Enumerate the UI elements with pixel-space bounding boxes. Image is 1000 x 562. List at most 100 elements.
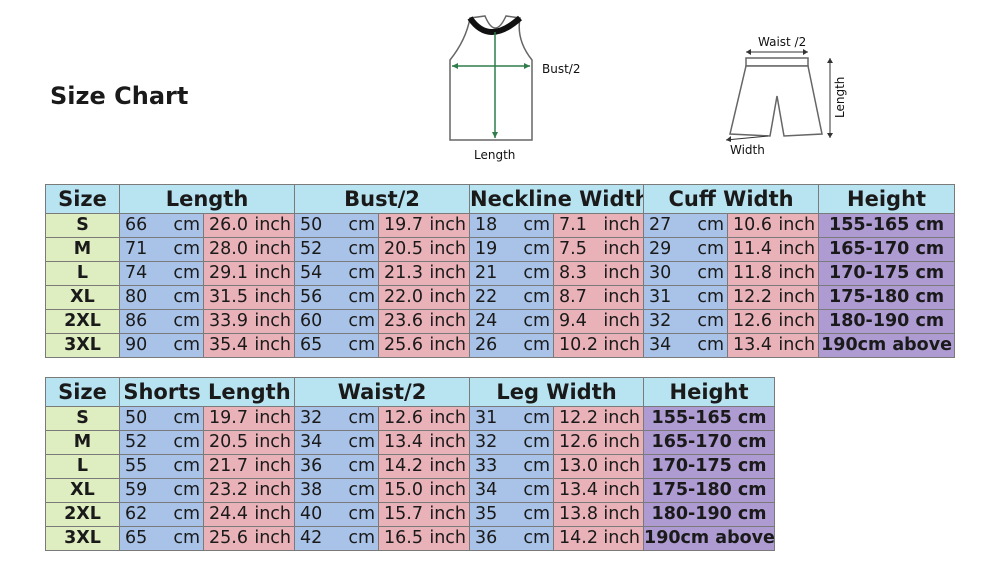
- cell-value: 8.3: [559, 263, 587, 283]
- bust-label: Bust/2: [542, 62, 580, 76]
- page-title: Size Chart: [50, 82, 189, 110]
- cm-cell: cm 31: [469, 406, 555, 431]
- cell-value: 27: [649, 215, 672, 235]
- inch-cell: inch 20.5: [378, 237, 471, 262]
- cell-value: 24.4: [209, 504, 248, 524]
- cm-cell: cm 35: [469, 502, 555, 527]
- cell-unit: inch: [429, 456, 467, 476]
- cell-unit: inch: [778, 311, 816, 331]
- cm-cell: cm 32: [469, 430, 555, 455]
- cell-value: 31.5: [209, 287, 248, 307]
- cell-unit: inch: [254, 480, 291, 500]
- cell-unit: cm: [523, 504, 551, 524]
- inch-cell: inch 9.4: [553, 309, 645, 334]
- cell-value: 22.0: [384, 287, 423, 307]
- cell-unit: cm: [348, 504, 375, 524]
- cell-value: 52: [125, 432, 148, 452]
- inch-cell: inch 16.5: [377, 526, 471, 551]
- inch-cell: inch 11.8: [727, 261, 820, 286]
- inch-cell: inch 19.7: [203, 406, 295, 431]
- cell-value: 23.2: [209, 480, 248, 500]
- cm-cell: cm 62: [119, 502, 204, 527]
- cell-unit: inch: [254, 456, 291, 476]
- height-cell: 180-190 cm: [643, 502, 776, 527]
- width-label: Width: [730, 143, 765, 157]
- inch-cell: inch 29.1: [202, 261, 296, 286]
- inch-cell: inch 15.0: [377, 478, 471, 503]
- cell-unit: cm: [173, 528, 200, 548]
- cell-value: 11.8: [733, 263, 772, 283]
- cell-value: 36: [475, 528, 498, 548]
- inch-cell: inch 31.5: [202, 285, 296, 310]
- cell-unit: cm: [173, 239, 200, 259]
- cm-cell: cm 42: [294, 526, 379, 551]
- inch-cell: inch 26.0: [202, 213, 296, 238]
- cell-value: 21.3: [384, 263, 423, 283]
- inch-cell: inch 21.3: [378, 261, 471, 286]
- cell-value: 55: [125, 456, 148, 476]
- cell-value: 24: [475, 311, 498, 331]
- cell-value: 33.9: [209, 311, 248, 331]
- cell-value: 34: [475, 480, 498, 500]
- inch-cell: inch 13.4: [377, 430, 471, 455]
- cell-unit: inch: [254, 263, 292, 283]
- inch-cell: inch 7.5: [553, 237, 645, 262]
- cm-cell: cm 31: [643, 285, 729, 310]
- cell-value: 19.7: [384, 215, 423, 235]
- cm-cell: cm 54: [294, 261, 380, 286]
- cell-value: 10.6: [733, 215, 772, 235]
- cell-value: 7.5: [559, 239, 587, 259]
- cell-unit: inch: [603, 239, 641, 259]
- cell-value: 66: [125, 215, 148, 235]
- inch-cell: inch 13.8: [553, 502, 645, 527]
- cm-cell: cm 66: [119, 213, 204, 238]
- cell-value: 42: [300, 528, 323, 548]
- height-cell: 180-190 cm: [818, 309, 956, 334]
- cell-value: 21: [475, 263, 498, 283]
- shorts-illustration: Waist /2 Length Width: [725, 35, 847, 157]
- cell-value: 34: [649, 335, 672, 355]
- cell-value: 60: [300, 311, 323, 331]
- column-header: Height: [818, 184, 956, 214]
- cell-value: 32: [649, 311, 672, 331]
- cell-unit: cm: [348, 215, 376, 235]
- cm-cell: cm 27: [643, 213, 729, 238]
- cm-cell: cm 55: [119, 454, 204, 479]
- size-cell: S: [45, 213, 120, 238]
- cell-unit: cm: [523, 287, 551, 307]
- inch-cell: inch 22.0: [378, 285, 471, 310]
- inch-cell: inch 15.7: [377, 502, 471, 527]
- cm-cell: cm 36: [294, 454, 379, 479]
- table-row: 2XL cm 62 inch 24.4 cm 40 inch 15.7 cm 35 inch 13.8 1…: [45, 502, 776, 527]
- size-cell: L: [45, 261, 120, 286]
- cell-unit: inch: [254, 432, 291, 452]
- cell-value: 34: [300, 432, 323, 452]
- cell-unit: inch: [603, 263, 641, 283]
- cell-unit: cm: [173, 408, 200, 428]
- table-row: 2XL cm 86 inch 33.9 cm 60 inch 23.6 cm 24 inch 9.4 cm…: [45, 309, 956, 334]
- cell-unit: inch: [254, 239, 292, 259]
- cell-value: 71: [125, 239, 148, 259]
- inch-cell: inch 24.4: [203, 502, 295, 527]
- cm-cell: cm 19: [469, 237, 555, 262]
- inch-cell: inch 8.7: [553, 285, 645, 310]
- column-header: Cuff Width: [643, 184, 820, 214]
- cell-unit: inch: [254, 408, 291, 428]
- cell-unit: cm: [523, 432, 551, 452]
- cell-unit: inch: [429, 528, 467, 548]
- cell-value: 19.7: [209, 408, 248, 428]
- cell-value: 54: [300, 263, 323, 283]
- header-row: Size Length Bust/2 Neckline Width Cuff Width…: [45, 184, 956, 214]
- cm-cell: cm 30: [643, 261, 729, 286]
- cm-cell: cm 26: [469, 333, 555, 358]
- cell-unit: cm: [523, 311, 551, 331]
- cell-value: 40: [300, 504, 323, 524]
- cm-cell: cm 60: [294, 309, 380, 334]
- cm-cell: cm 50: [119, 406, 204, 431]
- table-row: 3XL cm 90 inch 35.4 cm 65 inch 25.6 cm 26 inch 10.2 c…: [45, 333, 956, 358]
- cell-unit: inch: [603, 432, 641, 452]
- cell-unit: inch: [778, 239, 816, 259]
